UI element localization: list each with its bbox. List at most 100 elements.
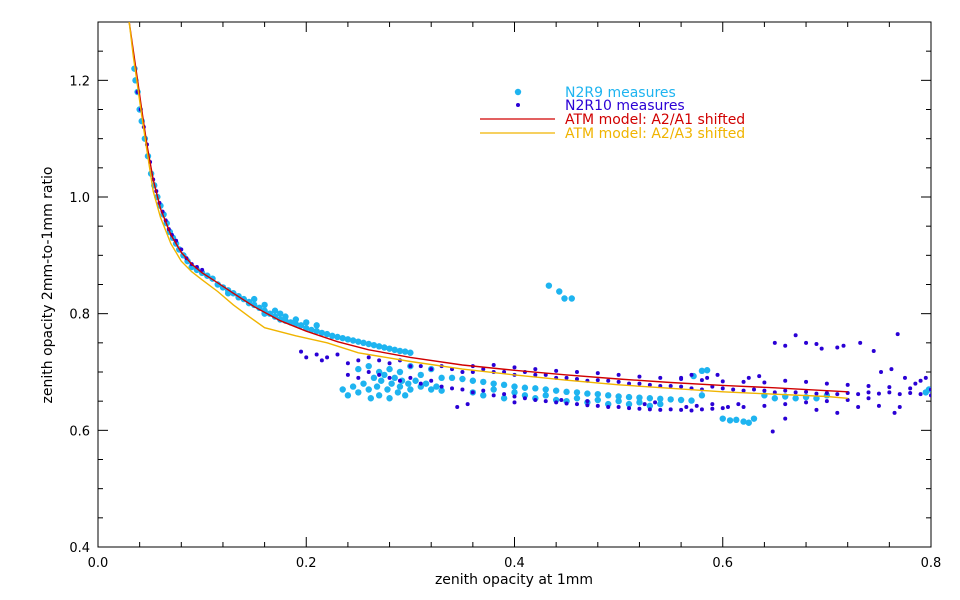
legend-label-a2a3: ATM model: A2/A3 shifted [565, 126, 745, 142]
point-n2r9 [568, 295, 575, 302]
point-n2r10 [465, 402, 470, 407]
point-n2r10 [533, 367, 538, 372]
point-n2r10 [736, 402, 741, 407]
point-n2r9 [349, 337, 357, 344]
point-n2r10 [889, 367, 894, 372]
point-n2r9 [511, 389, 518, 396]
point-n2r9 [360, 339, 367, 347]
point-n2r9 [542, 386, 549, 393]
point-n2r10 [439, 384, 444, 389]
point-n2r9 [459, 375, 466, 383]
legend-marker-n2r10 [516, 103, 520, 107]
point-n2r10 [559, 398, 564, 402]
point-n2r9 [500, 381, 508, 389]
point-n2r9 [688, 397, 695, 404]
point-n2r10 [876, 403, 881, 408]
point-n2r9 [433, 383, 440, 390]
point-n2r10 [543, 399, 548, 404]
point-n2r10 [720, 406, 725, 411]
point-n2r9 [511, 383, 518, 390]
y-tick-label: 1.2 [69, 74, 90, 89]
point-n2r9 [469, 377, 477, 384]
point-n2r9 [365, 340, 372, 348]
point-n2r9 [490, 380, 497, 387]
point-n2r10 [418, 364, 423, 369]
point-n2r10 [512, 365, 517, 370]
point-n2r10 [793, 333, 798, 338]
point-n2r9 [584, 390, 591, 397]
point-n2r10 [387, 361, 392, 366]
point-n2r10 [689, 408, 694, 413]
point-n2r9 [405, 380, 412, 387]
point-n2r9 [542, 392, 549, 399]
point-n2r10 [710, 406, 715, 411]
point-n2r9 [703, 367, 711, 374]
point-n2r10 [616, 405, 621, 409]
point-n2r9 [726, 417, 734, 424]
point-n2r9 [329, 332, 336, 340]
legend: N2R9 measures N2R10 measures ATM model: … [480, 85, 745, 142]
point-n2r10 [918, 378, 923, 383]
point-n2r10 [679, 384, 684, 389]
point-n2r9 [271, 307, 279, 314]
point-n2r9 [378, 377, 385, 384]
point-n2r9 [303, 319, 310, 326]
point-n2r10 [200, 267, 205, 272]
point-n2r9 [657, 400, 664, 408]
point-n2r10 [564, 375, 569, 380]
point-n2r9 [214, 281, 221, 288]
point-n2r10 [585, 403, 590, 408]
point-n2r10 [460, 387, 465, 392]
point-n2r10 [762, 380, 767, 385]
point-n2r9 [480, 378, 487, 386]
point-n2r9 [193, 266, 201, 274]
point-n2r10 [595, 378, 600, 383]
point-n2r9 [605, 392, 612, 399]
point-n2r10 [841, 343, 846, 348]
point-n2r10 [606, 378, 611, 383]
point-n2r10 [408, 364, 413, 369]
point-n2r10 [845, 382, 850, 387]
point-n2r9 [375, 368, 383, 376]
point-n2r10 [637, 381, 642, 386]
point-n2r10 [668, 384, 673, 388]
point-n2r10 [512, 400, 517, 405]
point-n2r10 [366, 370, 371, 374]
point-n2r10 [512, 394, 517, 399]
point-n2r9 [365, 386, 372, 393]
point-n2r10 [804, 340, 809, 345]
point-n2r10 [418, 381, 423, 386]
point-n2r9 [657, 395, 664, 403]
point-n2r10 [835, 345, 840, 350]
point-n2r9 [386, 395, 393, 402]
point-n2r10 [647, 407, 652, 412]
point-n2r9 [556, 288, 563, 295]
point-n2r10 [835, 410, 840, 415]
point-n2r10 [887, 385, 892, 390]
plot-area [128, 22, 931, 434]
point-n2r9 [417, 383, 424, 390]
point-n2r10 [715, 372, 720, 377]
point-n2r9 [308, 326, 315, 334]
point-n2r10 [564, 401, 569, 406]
point-n2r9 [719, 415, 726, 422]
point-n2r10 [741, 379, 746, 384]
point-n2r10 [533, 372, 538, 377]
point-n2r9 [750, 415, 758, 422]
point-n2r10 [814, 407, 819, 412]
point-n2r10 [366, 355, 371, 360]
point-n2r9 [388, 380, 395, 387]
point-n2r9 [386, 365, 393, 373]
point-n2r10 [710, 402, 715, 407]
point-n2r9 [391, 374, 398, 382]
point-n2r10 [522, 396, 527, 401]
point-n2r9 [625, 400, 633, 408]
point-n2r9 [745, 419, 752, 426]
point-n2r10 [879, 370, 884, 374]
point-n2r9 [349, 383, 357, 390]
point-n2r9 [422, 380, 430, 387]
point-n2r10 [491, 393, 496, 398]
point-n2r10 [684, 405, 689, 409]
point-n2r9 [339, 334, 346, 342]
